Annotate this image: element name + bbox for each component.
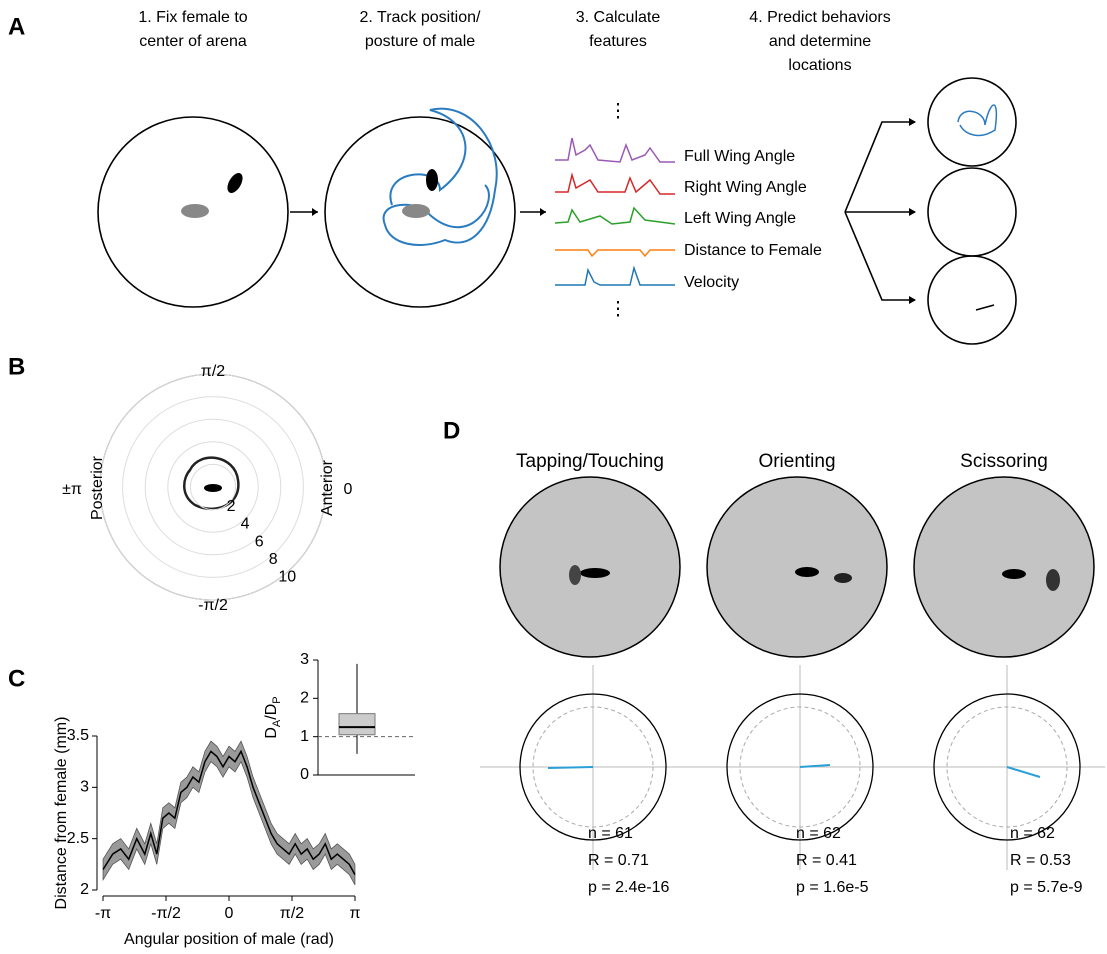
male-track [384, 109, 497, 245]
stat: R = 0.53 [1010, 852, 1071, 869]
step-title: and determine [769, 33, 871, 50]
stat: n = 62 [1010, 825, 1055, 842]
step-title: 1. Fix female to [138, 9, 247, 26]
x-tick-label: π/2 [280, 905, 304, 922]
x-tick-label: π [349, 905, 360, 922]
box [339, 714, 375, 735]
panel-label: A [8, 13, 25, 40]
arena-image [707, 477, 887, 657]
male-fly [1046, 569, 1060, 591]
feature-label: Distance to Female [684, 242, 822, 259]
r-tick-label: 6 [255, 533, 264, 550]
angle-label: -π/2 [198, 597, 228, 614]
stat: p = 5.7e-9 [1010, 879, 1083, 896]
arena [928, 78, 1016, 166]
ellipsis: ⋮ [609, 299, 628, 320]
arrowhead [312, 208, 318, 216]
female-fly [795, 567, 819, 577]
y-tick-label: 2 [80, 881, 89, 898]
r-tick-label: 2 [227, 498, 236, 515]
panel-label: D [443, 417, 460, 444]
y-tick-label: 3 [300, 651, 309, 668]
stat: n = 61 [588, 825, 633, 842]
behavior-title: Tapping/Touching [516, 451, 664, 472]
x-tick-label: 0 [225, 905, 234, 922]
panel-label: C [8, 665, 25, 692]
male-fly [426, 169, 438, 191]
male-fly [224, 170, 245, 195]
male-fly [834, 573, 852, 583]
step-title: posture of male [365, 33, 475, 50]
ellipsis: ⋮ [609, 101, 628, 122]
x-axis-label: Angular position of male (rad) [124, 931, 334, 948]
stat: p = 2.4e-16 [588, 879, 670, 896]
panel-a: 1. Fix female to center of arena 2. Trac… [138, 9, 890, 74]
r-tick-label: 10 [278, 569, 296, 586]
male-track [958, 105, 996, 135]
female-fly [1002, 569, 1026, 579]
panel-label: B [8, 353, 25, 380]
angle-label: π/2 [201, 363, 225, 380]
panel-d: Tapping/Touching Orienting Scissoring n … [480, 451, 1105, 896]
y-tick-label: 0 [300, 766, 309, 783]
y-axis-label: Distance from female (mm) [53, 717, 70, 910]
r-tick-label: 8 [269, 551, 278, 568]
stat: R = 0.71 [588, 852, 649, 869]
y-tick-label: 3 [80, 779, 89, 796]
stat: R = 0.41 [796, 852, 857, 869]
behavior-title: Orienting [758, 451, 835, 472]
arrowhead [540, 208, 546, 216]
feature-trace [555, 138, 675, 162]
arrow [976, 305, 994, 310]
step-title: locations [788, 57, 851, 74]
feature-label: Velocity [684, 274, 739, 291]
step-title: center of arena [139, 33, 247, 50]
step-title: features [589, 33, 647, 50]
feature-label: Right Wing Angle [684, 179, 807, 196]
y-axis-label-part: D [263, 727, 280, 739]
feature-trace [555, 175, 675, 194]
male-fly [569, 565, 581, 585]
y-tick-label: 1 [300, 728, 309, 745]
fan-arrows [845, 122, 915, 300]
arena-image [914, 477, 1094, 657]
angle-label: ±π [62, 481, 82, 498]
step-title: 4. Predict behaviors [749, 9, 890, 26]
step-title: 2. Track position/ [360, 9, 482, 26]
y-axis-label-part: P [271, 696, 283, 703]
feature-label: Left Wing Angle [684, 210, 796, 227]
step-title: 3. Calculate [576, 9, 661, 26]
behavior-title: Scissoring [960, 451, 1048, 472]
feature-trace [555, 268, 675, 285]
feature-trace [555, 208, 675, 224]
figure: A B C D 1. Fix female to center of arena… [0, 0, 1107, 954]
feature-trace [555, 250, 675, 256]
x-tick-label: -π/2 [151, 905, 181, 922]
feature-label: Full Wing Angle [684, 148, 795, 165]
male-fly [204, 484, 222, 492]
side-label: Posterior [89, 455, 106, 520]
arrowhead [909, 118, 916, 304]
angle-label: 0 [344, 481, 353, 498]
y-axis-label-part: /D [263, 704, 280, 720]
y-tick-label: 2 [300, 690, 309, 707]
y-axis-label: DA/DP [263, 696, 283, 738]
stat: p = 1.6e-5 [796, 879, 869, 896]
error-band [103, 741, 355, 885]
arena-image [500, 477, 680, 657]
r-tick-label: 4 [241, 516, 250, 533]
x-tick-label: -π [95, 905, 111, 922]
arena [928, 256, 1016, 344]
stat: n = 62 [796, 825, 841, 842]
female-fly [580, 568, 610, 578]
female-fly [402, 204, 430, 218]
side-label: Anterior [319, 459, 336, 516]
arena [928, 168, 1016, 256]
female-fly [181, 204, 209, 218]
